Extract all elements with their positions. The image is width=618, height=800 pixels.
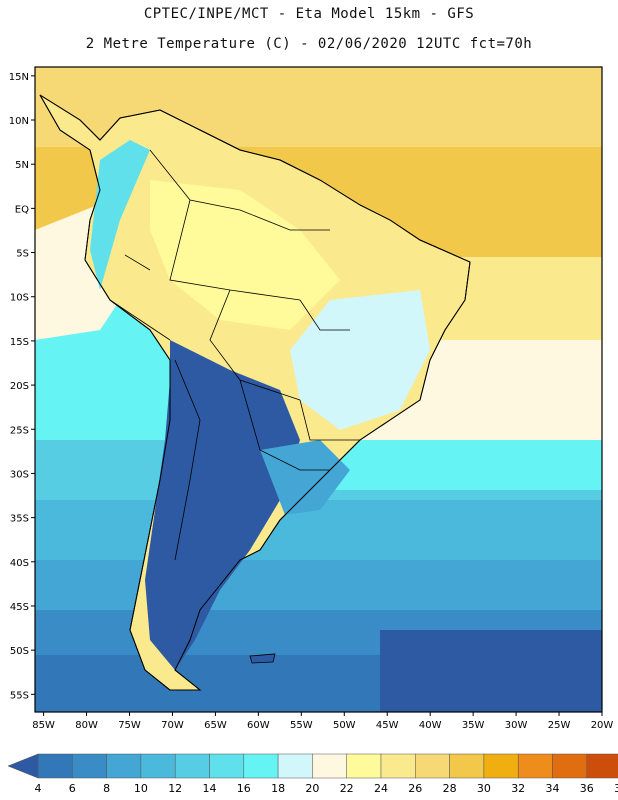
colorbar-label: 26: [408, 782, 422, 795]
lon-tick-label: 20W: [591, 720, 614, 731]
lat-tick-label: 10N: [9, 116, 29, 127]
colorbar-label: 10: [134, 782, 148, 795]
brazil-highlands-cool: [290, 290, 430, 430]
colorbar-label: 24: [374, 782, 388, 795]
lat-tick-label: 35S: [10, 514, 29, 525]
colorbar-segment: [37, 753, 73, 779]
colorbar-label: 34: [546, 782, 560, 795]
lat-tick-label: 50S: [10, 646, 29, 657]
colorbar-segment: [312, 753, 347, 779]
lat-tick-label: 15S: [10, 337, 29, 348]
colorbar-segment: [449, 753, 485, 779]
lon-tick-label: 25W: [548, 720, 571, 731]
lon-tick-label: 35W: [462, 720, 485, 731]
lat-tick-label: 55S: [10, 690, 29, 701]
ocean-band-6: [380, 630, 602, 712]
lat-tick-label: 15N: [9, 72, 29, 83]
colorbar-segment: [209, 753, 245, 779]
colorbar-label: 30: [477, 782, 491, 795]
colorbar-label: 28: [443, 782, 457, 795]
country-borders: [109, 149, 360, 561]
colorbar-segment: [72, 753, 107, 779]
colorbar-segment: [552, 753, 588, 779]
colorbar-segment: [586, 753, 618, 779]
lat-tick-label: 20S: [10, 381, 29, 392]
lon-tick-label: 30W: [505, 720, 528, 731]
colorbar-label: 32: [511, 782, 525, 795]
lon-tick-label: 45W: [376, 720, 399, 731]
lon-tick-label: 75W: [118, 720, 141, 731]
lon-tick-label: 40W: [419, 720, 442, 731]
colorbar-arrow-low: [7, 753, 39, 779]
lon-tick-label: 70W: [161, 720, 184, 731]
lat-tick-label: 30S: [10, 469, 29, 480]
colorbar-label: 4: [35, 782, 42, 795]
falkland-islands: [249, 653, 276, 664]
colorbar-segment: [277, 753, 313, 779]
lat-tick-label: 45S: [10, 602, 29, 613]
colorbar-segment: [140, 753, 176, 779]
latitude-axis: 15N 10N 5N EQ 5S 10S 15S 20S 25S 30S 35S 40S 45S 50S 5…: [9, 72, 35, 701]
colorbar-label: 18: [271, 782, 285, 795]
chart-title-line2: 2 Metre Temperature (C) - 02/06/2020 12U…: [85, 36, 533, 52]
lat-tick-label: 5N: [15, 160, 29, 171]
colorbar-segment: [380, 753, 416, 779]
lon-tick-label: 65W: [204, 720, 227, 731]
colorbar-segment: [483, 753, 519, 779]
colorbar-label: 6: [69, 782, 76, 795]
longitude-axis: 85W 80W 75W 70W 65W 60W 55W 50W 45W 40W 35W 30W 25W 2…: [32, 712, 613, 731]
ocean-band-12: [35, 560, 602, 610]
colorbar-labels: 4 6 8 10 12 14 16 18 20 22 24 26 28 30 32 34 36 38: [35, 782, 618, 795]
lon-tick-label: 50W: [333, 720, 356, 731]
map-frame: [34, 66, 603, 713]
colorbar-label: 8: [103, 782, 110, 795]
lat-tick-label: EQ: [15, 204, 29, 215]
colorbar-label: 20: [305, 782, 319, 795]
andes-cool-strip: [90, 140, 150, 290]
pampas-cool: [260, 440, 350, 515]
south-america-outline: [39, 94, 471, 691]
chart-title-line1: CPTEC/INPE/MCT - Eta Model 15km - GFS: [143, 6, 475, 22]
lon-tick-label: 85W: [32, 720, 55, 731]
colorbar-label: 16: [237, 782, 251, 795]
lat-tick-label: 5S: [16, 249, 29, 260]
colorbar-segment: [415, 753, 450, 779]
lat-tick-label: 40S: [10, 558, 29, 569]
lon-tick-label: 80W: [75, 720, 98, 731]
lat-tick-label: 10S: [10, 293, 29, 304]
colorbar-label: 14: [203, 782, 217, 795]
amazon-warm-zone: [150, 180, 340, 330]
lat-tick-label: 25S: [10, 425, 29, 436]
lon-tick-label: 55W: [290, 720, 313, 731]
colorbar-segment: [243, 753, 279, 779]
colorbar-segment: [346, 753, 382, 779]
colorbar-label: 36: [580, 782, 594, 795]
colorbar-label: 22: [340, 782, 354, 795]
colorbar-segment: [106, 753, 142, 779]
colorbar-label: 38: [614, 782, 618, 795]
colorbar-segment: [517, 753, 553, 779]
southern-cone-cold: [145, 340, 300, 670]
temperature-colorbar: [7, 753, 618, 779]
colorbar-label: 12: [168, 782, 182, 795]
lon-tick-label: 60W: [247, 720, 270, 731]
colorbar-segment: [174, 753, 210, 779]
